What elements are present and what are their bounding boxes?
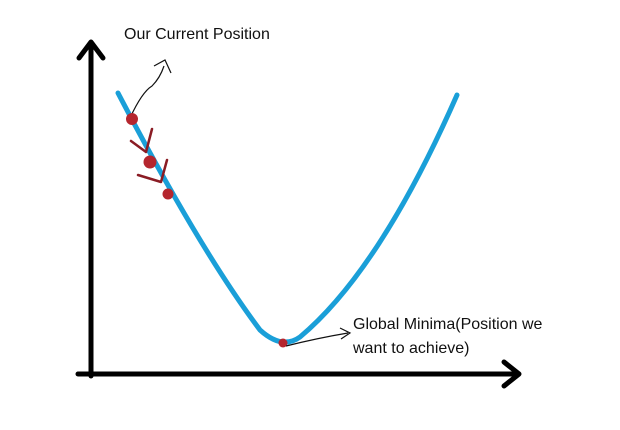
axes [75, 39, 522, 389]
step-arrow-2-icon [136, 158, 169, 184]
y-axis-arrowhead [76, 39, 106, 61]
global-minima-label-line2: want to achieve) [353, 340, 470, 357]
global-minimum-pointer [285, 332, 349, 347]
current-position-pointer-head [153, 59, 172, 74]
step-point-3 [162, 188, 174, 200]
global-minima-label: Global Minima(Position we want to achiev… [353, 313, 542, 361]
global-minima-label-line1: Global Minima(Position we [353, 316, 543, 333]
step-arrow-1-icon [129, 127, 154, 154]
loss-curve [115, 90, 460, 345]
current-position-point [126, 113, 138, 125]
step-point-2 [143, 155, 157, 169]
current-position-label: Our Current Position [124, 26, 270, 43]
global-minimum-pointer-head [339, 327, 352, 340]
global-minimum-point [278, 338, 288, 348]
step-arrows [129, 127, 169, 184]
current-position-pointer [129, 65, 165, 119]
x-axis-arrowhead [501, 359, 522, 389]
